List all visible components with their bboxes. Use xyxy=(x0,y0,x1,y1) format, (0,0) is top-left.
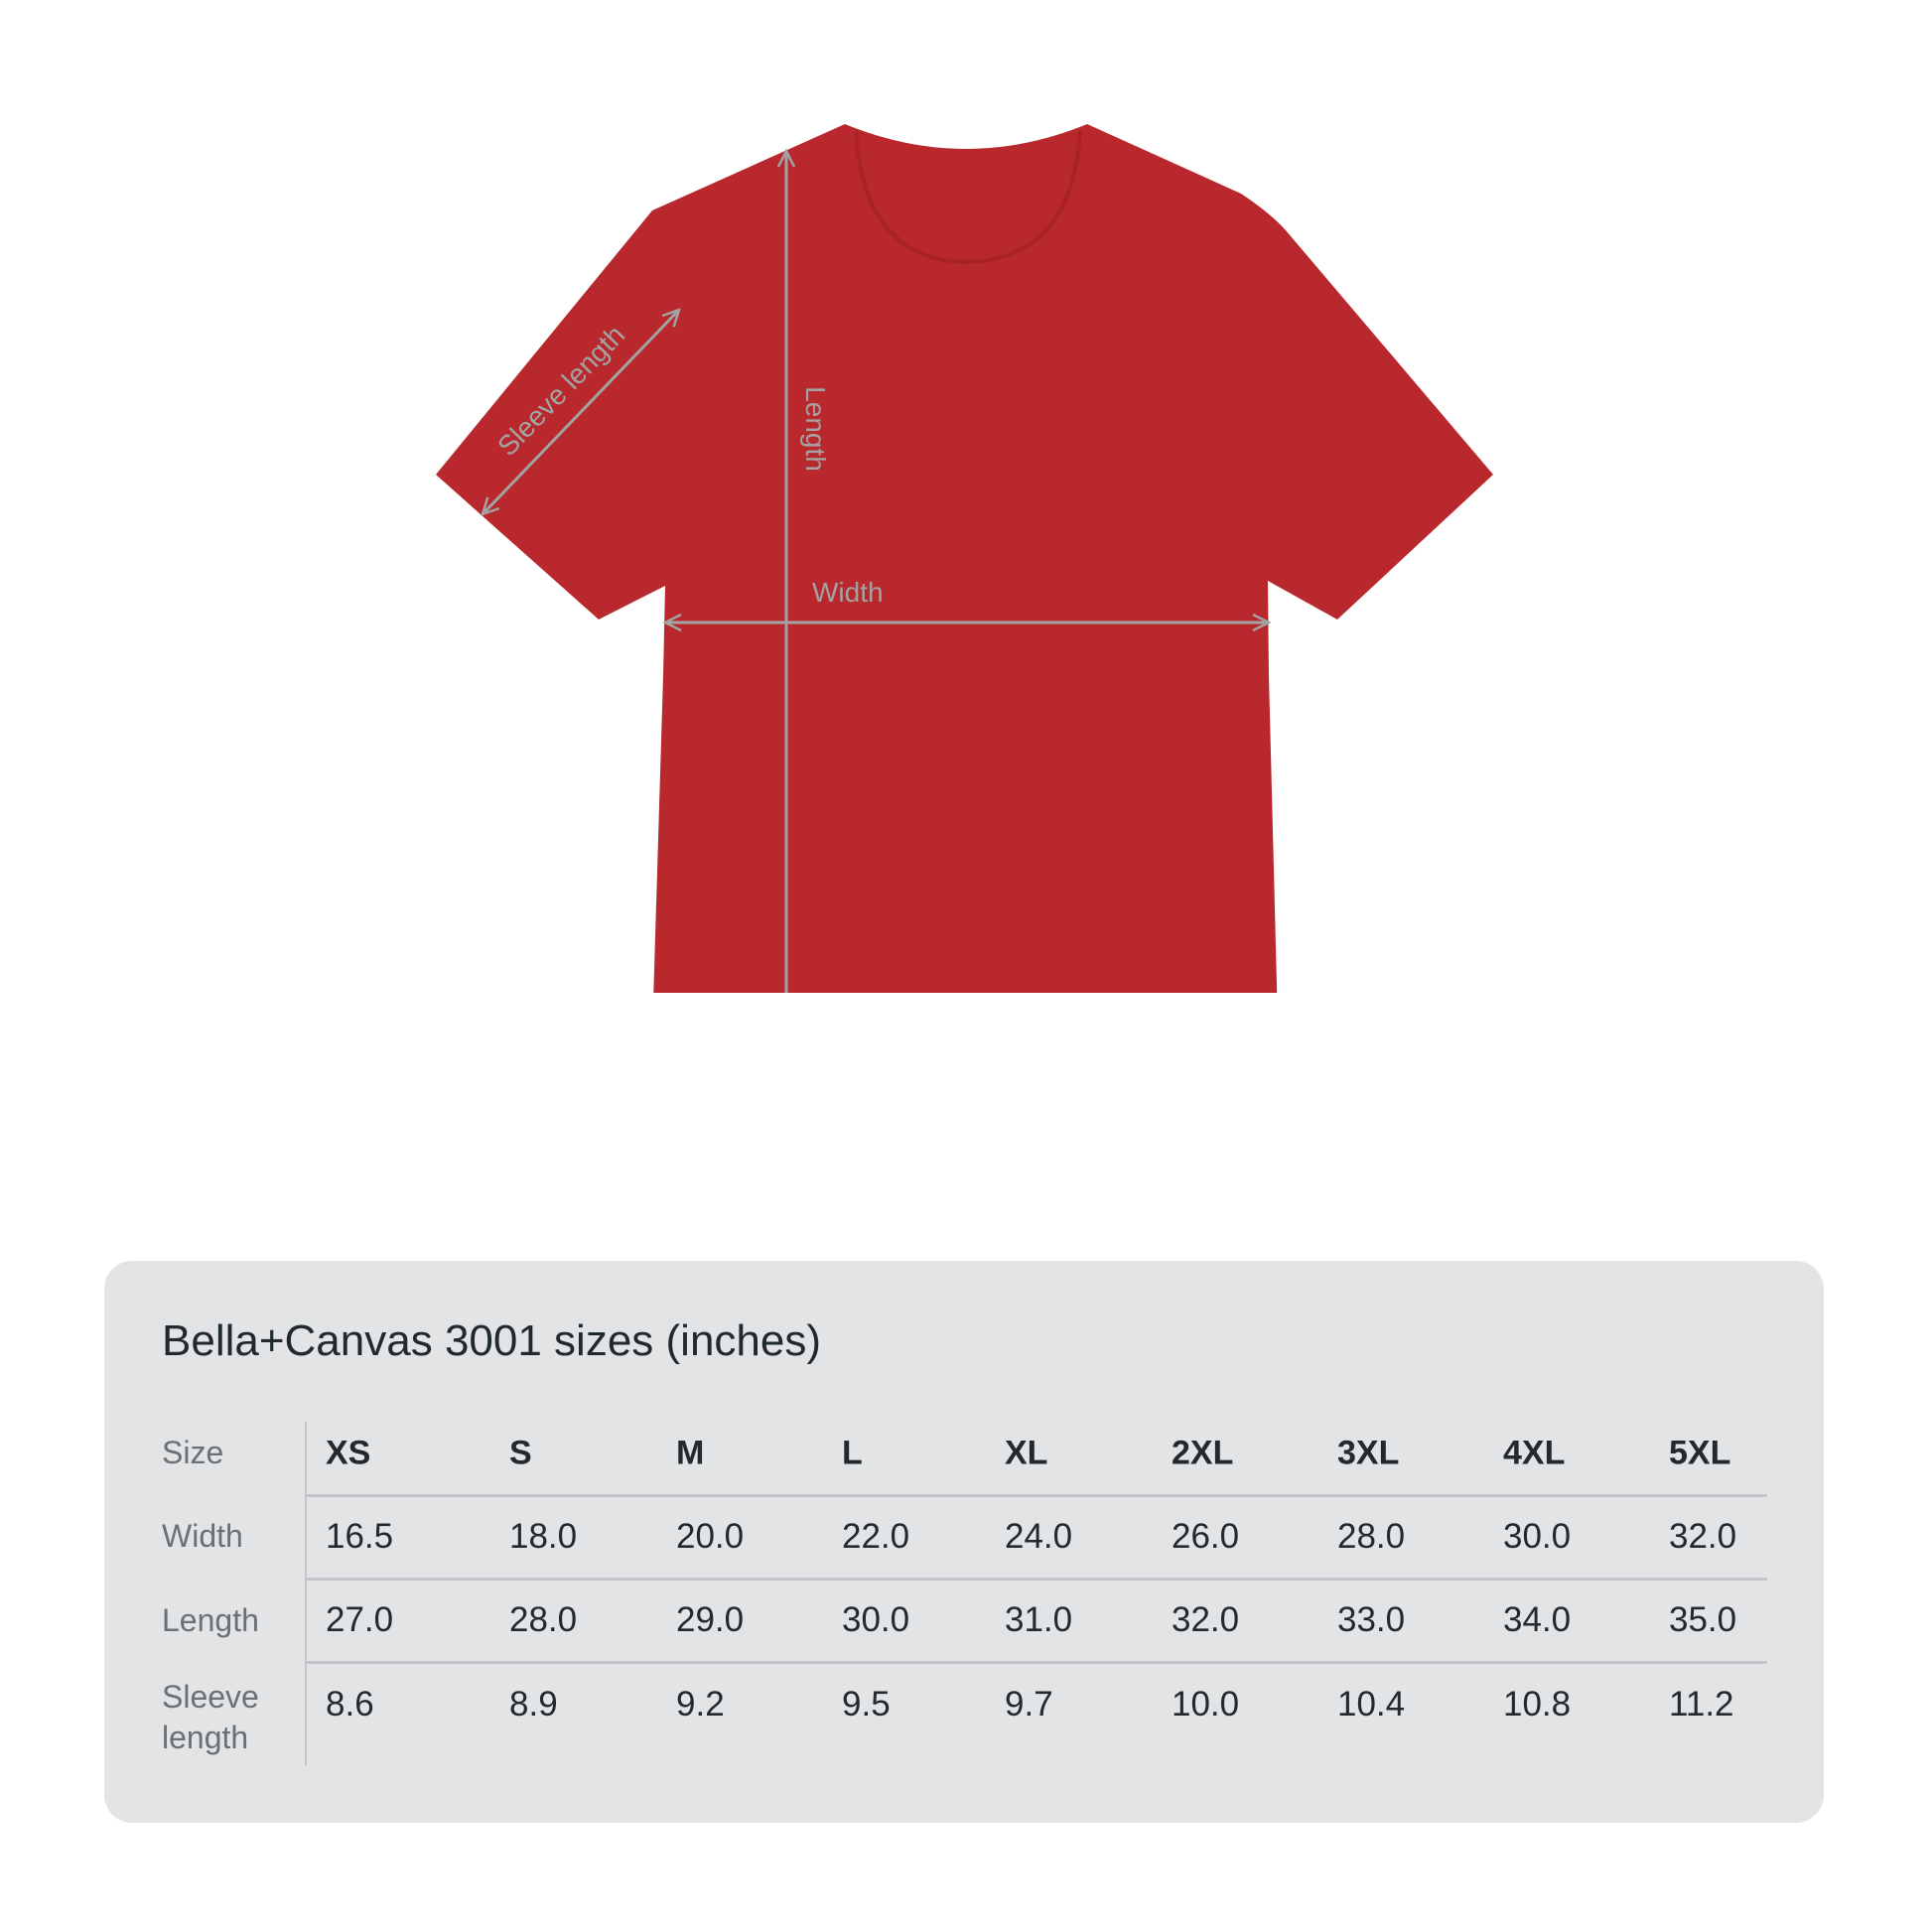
size-header-cell: 4XL xyxy=(1503,1434,1566,1472)
width-cell: 24.0 xyxy=(1005,1517,1073,1556)
row-label-width: Width xyxy=(162,1518,243,1554)
collar xyxy=(854,130,1082,265)
width-cell: 32.0 xyxy=(1669,1517,1737,1556)
row-label-length: Length xyxy=(162,1602,259,1638)
width-label: Width xyxy=(812,577,884,608)
sleeve-length-cell: 8.9 xyxy=(509,1685,558,1724)
row-divider xyxy=(306,1661,1767,1664)
length-cell: 29.0 xyxy=(676,1600,745,1639)
size-header-cell: XS xyxy=(326,1434,371,1472)
length-cell: 33.0 xyxy=(1337,1600,1406,1639)
length-cell: 30.0 xyxy=(842,1600,910,1639)
width-cell: 20.0 xyxy=(676,1517,745,1556)
size-header-cell: S xyxy=(509,1434,532,1472)
row-label-sleeve-2: length xyxy=(162,1720,249,1755)
length-cell: 35.0 xyxy=(1669,1600,1737,1639)
size-header-cell: 2XL xyxy=(1172,1434,1234,1472)
sleeve-length-cell: 9.2 xyxy=(676,1685,725,1724)
row-divider xyxy=(306,1578,1767,1581)
size-header-cell: L xyxy=(842,1434,863,1472)
size-header-cell: 5XL xyxy=(1669,1434,1731,1472)
sleeve-length-cell: 9.7 xyxy=(1005,1685,1053,1724)
sleeve-length-cell: 10.4 xyxy=(1337,1685,1406,1724)
row-divider xyxy=(306,1494,1767,1497)
length-cell: 31.0 xyxy=(1005,1600,1073,1639)
tshirt-illustration: Length Width Sleeve length xyxy=(436,124,1493,993)
tshirt-shape xyxy=(436,124,1493,993)
sleeve-length-cell: 8.6 xyxy=(326,1685,374,1724)
width-cell: 16.5 xyxy=(326,1517,394,1556)
column-divider xyxy=(305,1422,307,1765)
width-cell: 18.0 xyxy=(509,1517,578,1556)
sleeve-length-cell: 11.2 xyxy=(1669,1685,1734,1724)
size-chart-title: Bella+Canvas 3001 sizes (inches) xyxy=(162,1316,822,1365)
width-cell: 30.0 xyxy=(1503,1517,1572,1556)
sleeve-length-cell: 10.0 xyxy=(1172,1685,1240,1724)
length-cell: 28.0 xyxy=(509,1600,578,1639)
length-cell: 27.0 xyxy=(326,1600,394,1639)
sleeve-length-cell: 9.5 xyxy=(842,1685,891,1724)
size-chart-panel xyxy=(104,1261,1824,1823)
width-cell: 22.0 xyxy=(842,1517,910,1556)
length-cell: 32.0 xyxy=(1172,1600,1240,1639)
width-cell: 26.0 xyxy=(1172,1517,1240,1556)
size-header-cell: 3XL xyxy=(1337,1434,1400,1472)
size-header-cell: M xyxy=(676,1434,705,1472)
length-cell: 34.0 xyxy=(1503,1600,1572,1639)
size-header-cell: XL xyxy=(1005,1434,1048,1472)
sleeve-measure-line xyxy=(483,310,679,514)
width-cell: 28.0 xyxy=(1337,1517,1406,1556)
row-label-sleeve: Sleeve xyxy=(162,1679,259,1715)
sleeve-length-cell: 10.8 xyxy=(1503,1685,1572,1724)
length-label: Length xyxy=(800,386,831,472)
row-label-size: Size xyxy=(162,1435,224,1470)
